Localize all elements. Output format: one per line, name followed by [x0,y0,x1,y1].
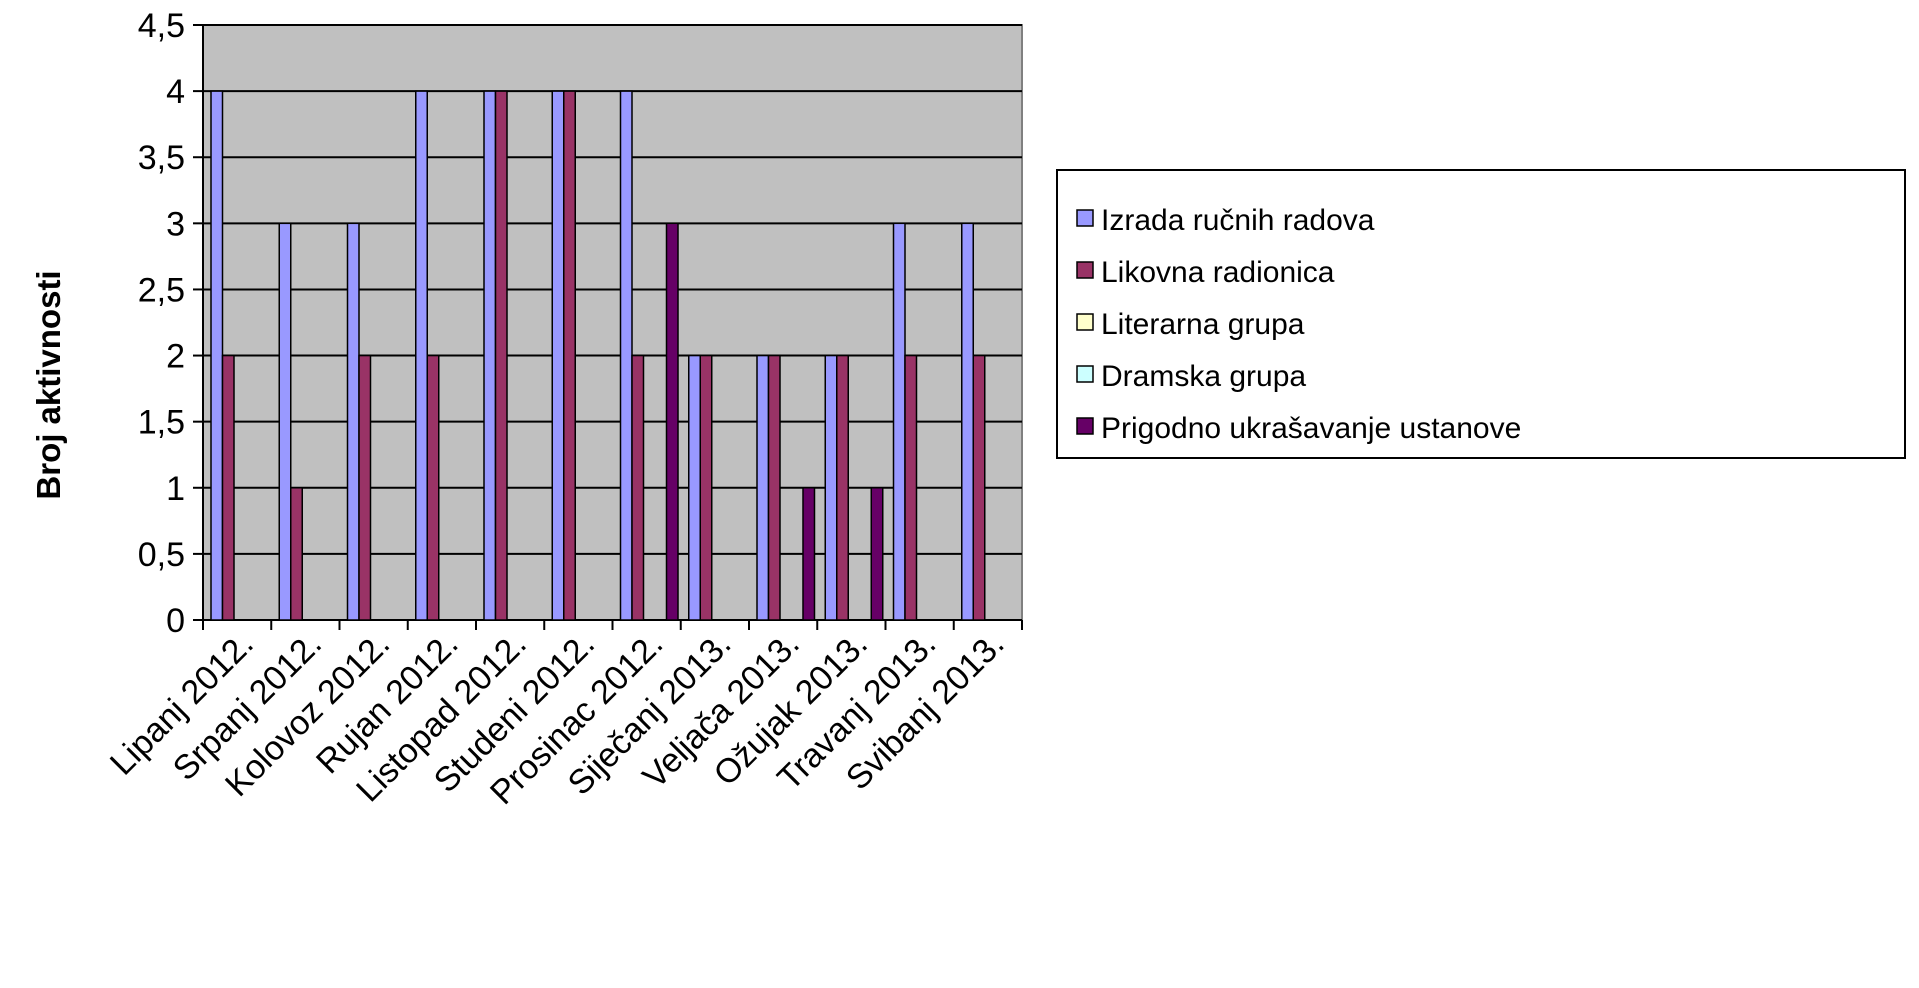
legend-swatch [1076,365,1094,383]
bar [665,222,679,621]
bar [551,90,565,621]
y-tick-label: 2 [166,338,185,376]
bar [415,90,428,621]
bars [210,90,986,621]
legend-swatch [1076,261,1094,279]
legend-swatch [1076,417,1094,435]
bar [836,354,849,621]
legend-label: Dramska grupa [1101,360,1306,393]
bar [688,354,701,621]
y-tick-label: 0 [166,602,185,640]
bar [619,90,633,621]
bar [346,222,360,621]
legend-swatch [1076,313,1094,331]
bar [278,222,292,621]
legend: Izrada ručnih radova Likovna radionica Lit… [1056,169,1906,459]
bar [494,90,508,621]
legend-swatch [1076,209,1094,227]
y-axis: 0 0,5 1 1,5 2 2,5 3 3,5 4 4,5 [138,7,204,640]
bar [426,354,440,621]
y-tick-label: 3,5 [138,139,185,177]
legend-label: Izrada ručnih radova [1101,204,1375,237]
legend-label: Literarna grupa [1101,308,1305,341]
y-axis-label: Broj aktivnosti [30,270,67,499]
bar [221,354,235,621]
y-tick-label: 1 [166,470,185,508]
bar [756,354,770,621]
y-tick-label: 3 [166,205,185,243]
y-tick-label: 2,5 [138,271,185,309]
bar [483,90,497,621]
y-tick-label: 4 [166,73,185,111]
bar [767,354,781,621]
bar [892,222,906,621]
bar [961,222,974,621]
legend-label: Prigodno ukrašavanje ustanove [1101,412,1521,445]
bar [631,354,645,621]
bar [358,354,372,621]
bar [904,354,918,621]
legend-label: Likovna radionica [1101,256,1335,289]
bar [563,90,576,621]
bar [290,487,303,621]
x-axis: Lipanj 2012.Srpanj 2012.Kolovoz 2012.Ruj… [103,619,1023,812]
y-tick-label: 4,5 [138,7,185,45]
bar [210,90,224,621]
bar [972,354,986,621]
bar [870,487,884,621]
plot-area [202,24,1023,621]
bar [824,354,838,621]
plot-background [202,24,1023,621]
y-tick-label: 1,5 [138,404,185,442]
bar [699,354,713,621]
legend-box [1056,169,1906,459]
y-tick-label: 0,5 [138,536,185,574]
bar [802,487,816,621]
